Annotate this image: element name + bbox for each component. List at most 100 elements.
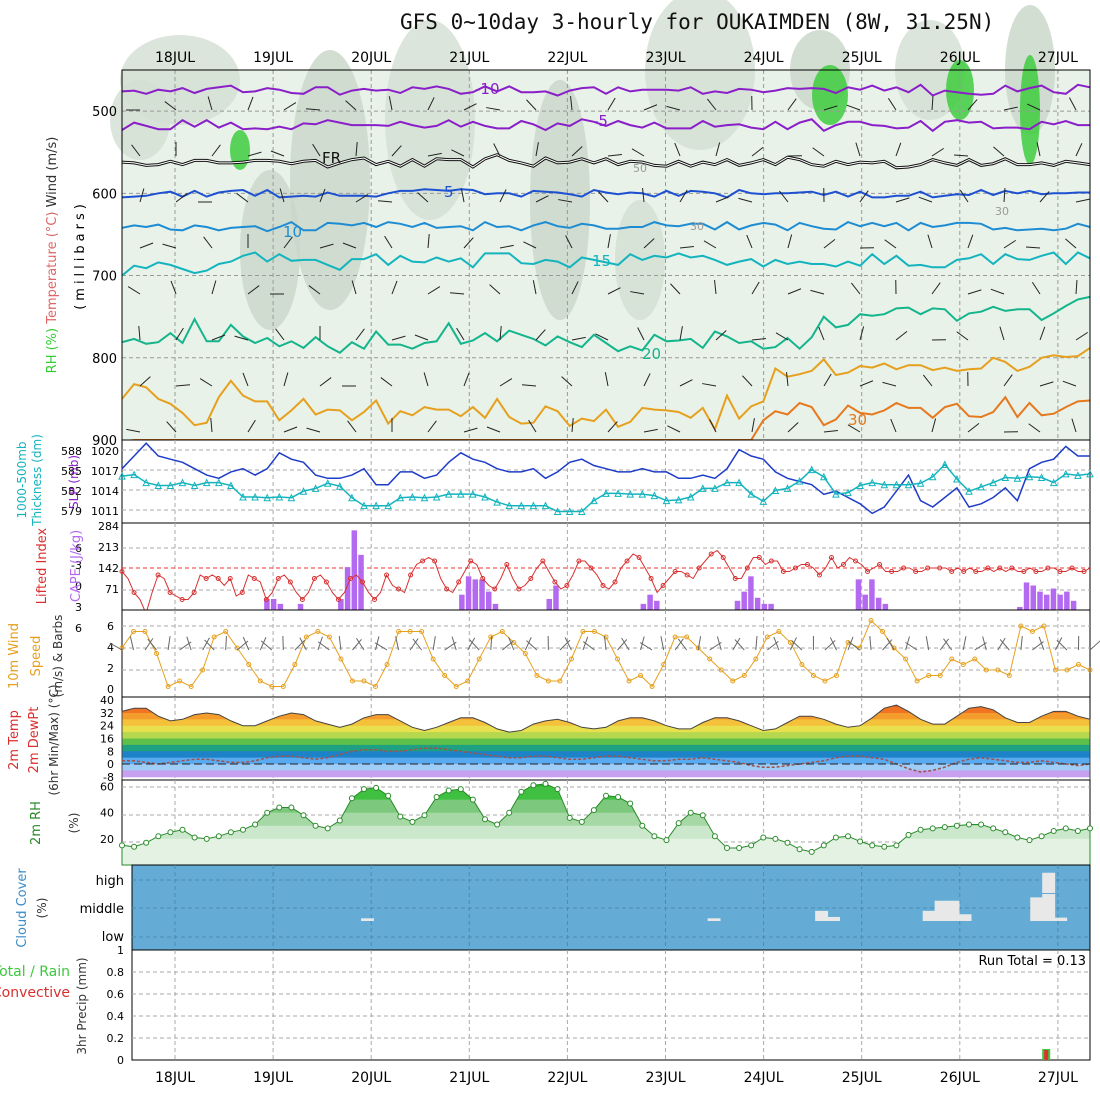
rh-marker [1050,828,1057,834]
li-marker [263,597,269,602]
wind-barb [787,422,799,433]
contour-label: 10 [283,223,302,241]
y-tick-label: 0.4 [107,1010,125,1023]
wind-marker [903,656,909,662]
wind-marker [603,634,609,640]
panel-ylabel-line: 3hr Precip (mm) [75,957,89,1054]
rh-marker [324,825,331,832]
wind-barb [884,239,897,249]
rh-marker [639,822,646,829]
thickness-marker [1001,473,1010,482]
thickness-marker [311,484,320,492]
temp-band [122,725,1090,733]
rh-marker [433,794,440,800]
rh-marker [457,786,464,793]
rh-marker [699,812,706,819]
thickness-marker [493,497,501,506]
thickness-marker [614,489,622,497]
wind-barb [967,289,982,295]
wind-marker [983,667,989,673]
wind-marker [787,640,793,645]
thickness-marker [505,501,514,510]
y-tick-label: 800 [92,352,117,367]
surface-wind-barb [559,639,571,651]
wind-barb [847,424,861,433]
rh-marker [953,822,960,829]
thickness-marker [469,490,477,498]
wind-marker [419,629,425,634]
thickness-marker [166,481,175,489]
li-marker [215,576,221,581]
wind-barb [1039,326,1046,341]
surface-wind-barb [882,639,893,651]
cloud-block [1030,897,1044,921]
li-marker [901,565,907,571]
wind-barb [210,418,213,433]
day-label-top: 24JUL [744,50,784,66]
rh-marker [566,814,573,821]
y-tick-label: 4 [107,641,114,654]
thickness-marker [880,480,889,489]
temperature-contour [121,83,1091,97]
wind-marker [949,656,955,662]
li-marker [1057,569,1063,574]
li-marker [1081,569,1087,574]
panel-ylabel-line: (%) [67,813,81,834]
wind-barb [953,154,969,157]
thickness-marker [190,481,199,489]
thickness-marker [856,481,864,489]
series-line [121,442,1090,515]
thickness-marker [795,477,804,485]
thickness-marker [868,478,877,487]
wind-barb [423,372,429,387]
y-tick-label: 600 [92,187,117,202]
wind-barb [355,194,369,203]
wind-barb [999,326,1005,341]
li-marker [961,569,967,574]
wind-barb [391,145,402,157]
cape-bar [1064,591,1070,610]
li-marker [299,597,305,602]
rh-shade [645,0,755,150]
wind-barb [714,280,717,295]
cape-bar [855,579,862,610]
wind-barb [345,100,357,111]
rh-marker [542,780,549,787]
thickness-marker [1013,474,1022,482]
wind-barb [1062,380,1077,387]
wind-marker [211,634,217,640]
contour-label: 5 [444,183,454,201]
li-marker [1021,569,1027,574]
cape-ylabel-right: CAPE (J/kg) [69,530,84,602]
surface-wind-barb [524,637,532,651]
rh-marker [941,824,948,831]
cloud-block [922,910,936,921]
thickness-marker [142,478,151,487]
li-marker [335,597,341,602]
wind-barb [775,332,789,341]
surface-wind-barb [526,640,538,651]
rh-high [812,65,848,125]
thickness-marker [844,488,852,497]
wind-barb [486,107,501,111]
rh-marker [518,788,525,795]
wind-barb [427,152,442,157]
thickness-marker [577,507,586,515]
y-tick-label: 585 [61,465,82,478]
wind-barb [526,99,537,111]
wind-barb [499,189,507,203]
precip-legend-total: Total / Rain [0,964,70,980]
wind-barb [643,104,658,111]
wind-marker [1087,667,1093,673]
cloud-block [1042,872,1056,893]
y-tick-label: 700 [92,270,117,285]
y-tick-label: -8 [103,771,114,784]
surface-wind-barb [259,637,267,651]
li-marker [889,569,895,574]
y-tick-label: 1 [117,944,124,957]
temp-band [122,738,1090,746]
cape-bar [338,598,344,610]
rh-marker [1014,834,1021,841]
surface-wind-barb [338,636,342,651]
ylabel-text: RH (%) Temperature (°C) Wind (m/s) [45,137,60,374]
